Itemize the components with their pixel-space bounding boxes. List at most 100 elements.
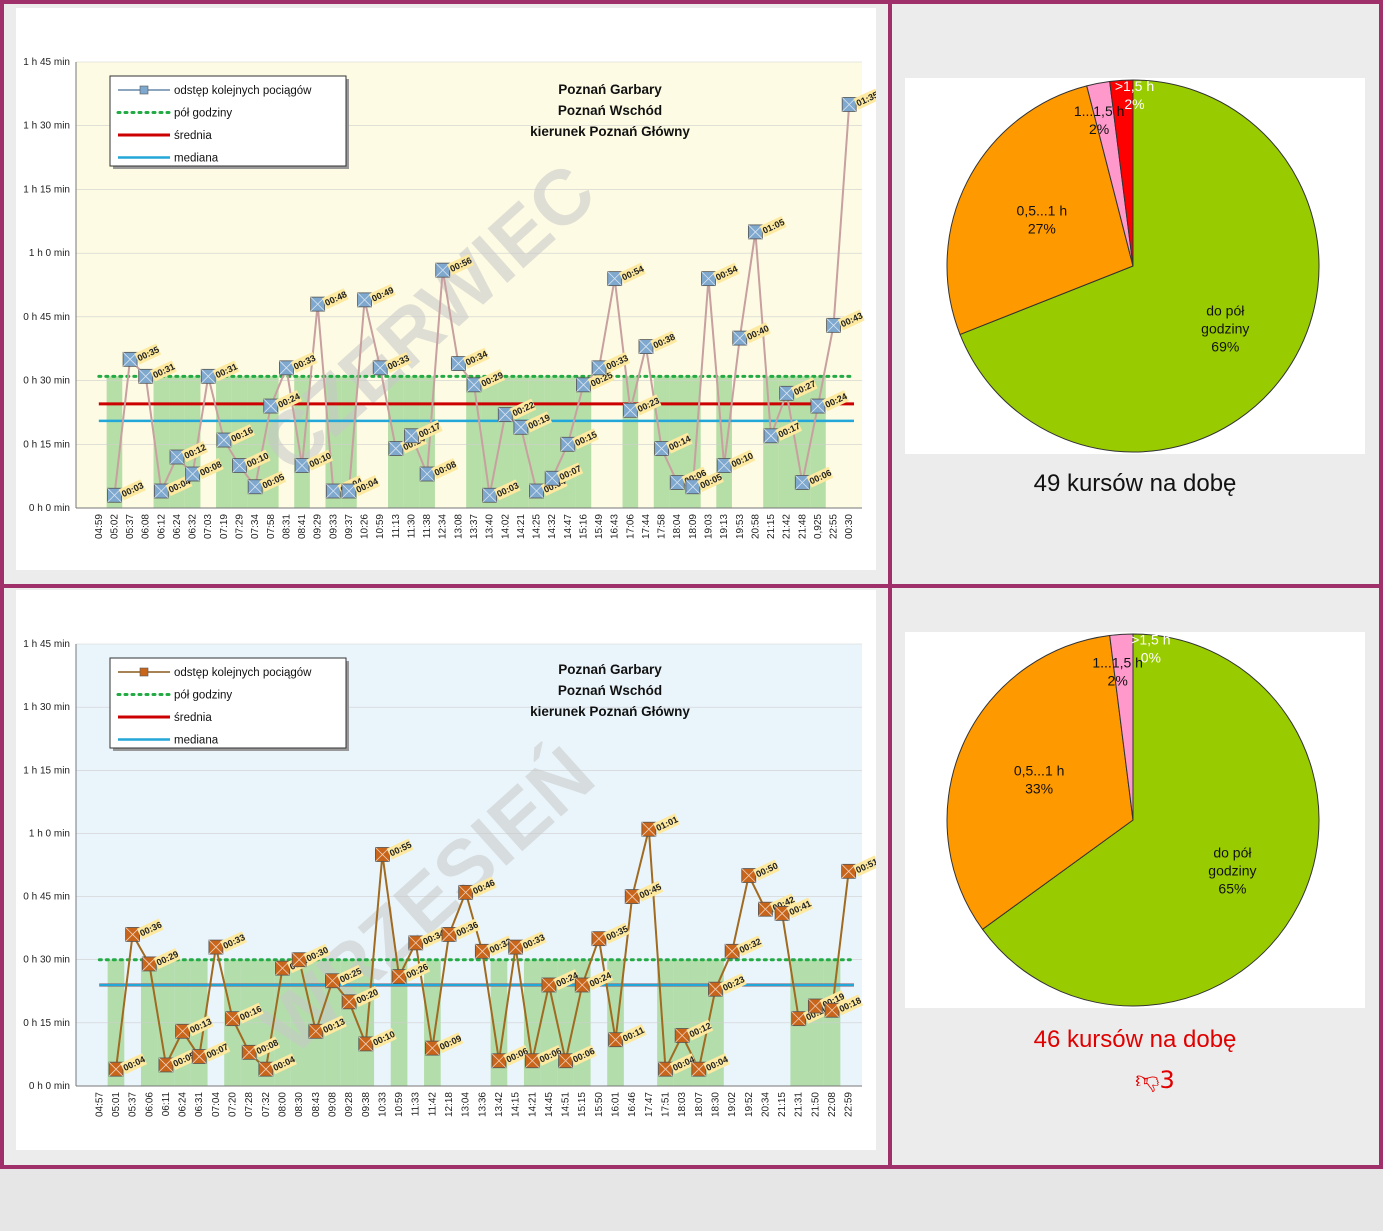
x-tick-label: 14:25 <box>532 514 543 539</box>
x-tick-label: 18:09 <box>688 514 699 539</box>
marker-highlight <box>458 885 473 900</box>
pie-slice-label: 27% <box>1028 221 1056 237</box>
data-label-bg <box>120 1053 148 1075</box>
pie-slice-label: >1,5 h <box>1115 78 1154 94</box>
marker-highlight <box>654 441 669 456</box>
x-tick-label: 06:24 <box>178 1092 189 1117</box>
marker-highlight <box>638 339 654 354</box>
data-label-bg <box>181 441 209 463</box>
legend-box <box>109 75 347 167</box>
x-tick-label: 09:33 <box>328 514 339 539</box>
y-tick-label: 1 h 15 min <box>23 184 70 195</box>
x-tick-label: 17:44 <box>641 514 652 539</box>
marker-highlight <box>357 292 372 308</box>
data-label-bg <box>290 351 318 373</box>
pie-slice-label: 2% <box>1124 96 1144 112</box>
legend-series-marker <box>139 667 149 677</box>
x-tick-label: 07:03 <box>203 514 214 539</box>
data-label-bg <box>118 479 146 501</box>
marker-highlight <box>326 483 341 499</box>
marker-highlight <box>716 458 732 473</box>
marker-highlight <box>258 1061 274 1077</box>
marker-highlight <box>824 1002 840 1018</box>
x-tick-label: 09:29 <box>313 514 324 539</box>
marker-highlight <box>241 1045 257 1060</box>
legend-label: pół godziny <box>174 690 232 702</box>
marker-highlight <box>310 296 325 312</box>
marker-highlight <box>232 458 247 473</box>
marker-highlight <box>791 1011 806 1026</box>
x-tick-label: 14:45 <box>544 1092 555 1117</box>
x-tick-label: 17:47 <box>644 1092 655 1117</box>
y-tick-label: 1 h 30 min <box>23 702 70 713</box>
x-tick-label: 22:59 <box>844 1092 855 1117</box>
marker-highlight <box>591 931 607 946</box>
pie-slice-label: 2% <box>1089 121 1109 137</box>
x-tick-label: 13:40 <box>485 514 496 539</box>
x-tick-label: 06:08 <box>141 514 152 539</box>
data-label-bg <box>203 1040 231 1062</box>
data-label-bg <box>469 876 497 898</box>
x-tick-label: 08:43 <box>311 1092 322 1117</box>
x-tick-label: 11:13 <box>391 514 402 539</box>
x-tick-label: 17:06 <box>625 514 636 539</box>
legend-label: średnia <box>174 130 212 142</box>
data-label-bg <box>837 309 865 331</box>
pie-slice-label: godziny <box>1208 863 1256 879</box>
data-label-bg <box>253 1036 281 1058</box>
marker-highlight <box>142 956 157 972</box>
border-bottom <box>0 1165 1383 1169</box>
x-tick-label: 13:04 <box>461 1092 472 1117</box>
marker-highlight <box>125 927 140 942</box>
marker-highlight <box>191 1049 207 1064</box>
line-chart-top: 0 h 0 min 0 h 15 min 0 h 30 min 0 h 45 min 1… <box>23 57 881 539</box>
data-label-bg <box>462 347 490 369</box>
data-label-bg <box>556 462 584 484</box>
border-middle-h <box>0 584 1383 588</box>
pie-slice <box>946 634 1134 931</box>
marker-highlight <box>608 1032 623 1047</box>
x-tick-label: 21:50 <box>810 1092 821 1117</box>
x-tick-label: 13:08 <box>453 514 464 539</box>
data-label-bg <box>136 918 164 940</box>
thumb-down-indicator: 👎︎3 <box>1115 1066 1195 1095</box>
x-tick-label: 18:03 <box>677 1092 688 1117</box>
marker-highlight <box>658 1061 673 1077</box>
marker-highlight <box>169 449 185 465</box>
data-label-bg <box>275 390 302 412</box>
x-tick-label: 17:51 <box>661 1092 672 1117</box>
y-tick-label: 1 h 0 min <box>29 248 70 259</box>
x-tick-label: 22:08 <box>827 1092 838 1117</box>
data-label-bg <box>486 935 514 957</box>
x-tick-label: 14:21 <box>527 1092 538 1117</box>
marker-highlight <box>497 407 513 422</box>
y-tick-label: 0 h 15 min <box>23 1018 70 1029</box>
data-label-bg <box>786 897 814 919</box>
data-label-bg <box>853 88 881 110</box>
x-tick-label: 21:48 <box>797 514 808 539</box>
legend-label: średnia <box>174 712 212 724</box>
data-label-bg <box>436 1032 464 1054</box>
marker-highlight <box>576 377 591 393</box>
data-label-bg <box>503 1044 531 1066</box>
data-label-bg <box>236 1002 264 1024</box>
x-tick-label: 10:59 <box>375 514 386 539</box>
marker-highlight <box>216 432 232 448</box>
data-label-bg <box>368 283 396 306</box>
marker-highlight <box>774 906 790 921</box>
data-label-bg <box>719 973 747 995</box>
marker-highlight <box>623 403 638 418</box>
x-tick-label: 20:34 <box>760 1092 771 1117</box>
chart-title-line: kierunek Poznań Główny <box>530 124 690 139</box>
marker-highlight <box>279 360 294 376</box>
x-tick-label: 18:07 <box>694 1092 705 1117</box>
x-tick-label: 21:15 <box>777 1092 788 1117</box>
y-tick-label: 0 h 30 min <box>23 955 70 966</box>
pie-slice-label: 0,5...1 h <box>1017 203 1068 219</box>
data-label-bg <box>822 390 850 412</box>
marker-highlight <box>408 935 423 951</box>
x-tick-label: 07:29 <box>235 514 246 539</box>
data-label-bg <box>415 419 443 441</box>
data-label-bg <box>270 1053 297 1075</box>
